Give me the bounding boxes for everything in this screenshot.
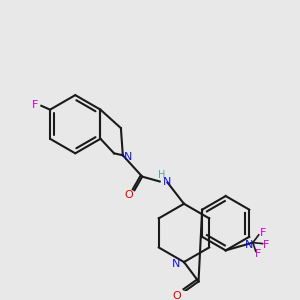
Text: O: O bbox=[124, 190, 133, 200]
Text: H: H bbox=[158, 170, 165, 180]
Text: N: N bbox=[245, 240, 254, 250]
Text: F: F bbox=[260, 228, 266, 238]
Text: F: F bbox=[254, 249, 261, 259]
Text: N: N bbox=[163, 178, 172, 188]
Text: F: F bbox=[263, 240, 270, 250]
Text: N: N bbox=[172, 259, 180, 269]
Text: N: N bbox=[124, 152, 132, 162]
Text: O: O bbox=[173, 291, 182, 300]
Text: F: F bbox=[32, 100, 39, 110]
